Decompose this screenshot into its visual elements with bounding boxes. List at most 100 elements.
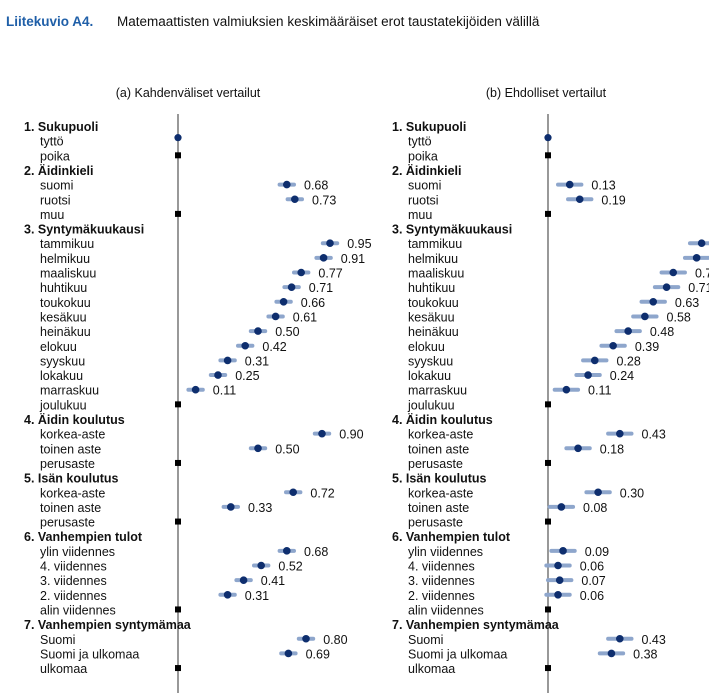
level-label: 2. viidennes bbox=[40, 589, 107, 603]
group-label: 6. Vanhempien tulot bbox=[392, 530, 511, 544]
data-label: 0.42 bbox=[262, 340, 286, 354]
figure-title: Matemaattisten valmiuksien keskimääräise… bbox=[117, 14, 540, 29]
group-label: 4. Äidin koulutus bbox=[24, 412, 125, 427]
data-label: 0.07 bbox=[581, 574, 605, 588]
data-label: 0.77 bbox=[318, 267, 342, 281]
level-label: huhtikuu bbox=[408, 281, 455, 295]
data-point bbox=[318, 429, 326, 438]
level-label: ruotsi bbox=[40, 193, 71, 207]
level-label: perusaste bbox=[40, 516, 95, 530]
reference-marker bbox=[545, 665, 551, 672]
data-label: 0.68 bbox=[304, 179, 328, 193]
data-point bbox=[669, 268, 678, 277]
data-label: 0.30 bbox=[620, 486, 644, 500]
data-point bbox=[607, 649, 616, 658]
data-point bbox=[257, 561, 266, 570]
reference-marker bbox=[545, 606, 551, 613]
data-point bbox=[649, 298, 658, 306]
data-point bbox=[555, 576, 564, 584]
level-label: Suomi ja ulkomaa bbox=[40, 647, 139, 661]
level-label: korkea-aste bbox=[40, 428, 105, 442]
data-label: 0.43 bbox=[642, 428, 666, 442]
group-label: 2. Äidinkieli bbox=[24, 163, 93, 178]
level-label: toinen aste bbox=[408, 501, 469, 515]
data-point bbox=[562, 385, 571, 394]
level-label: syyskuu bbox=[40, 354, 85, 368]
data-label: 0.68 bbox=[304, 545, 328, 559]
data-point bbox=[624, 327, 632, 335]
data-label: 0.50 bbox=[275, 442, 299, 456]
data-label: 0.25 bbox=[235, 369, 259, 383]
data-label: 0.66 bbox=[301, 296, 325, 310]
data-label: 0.13 bbox=[591, 179, 615, 193]
level-label: toukokuu bbox=[40, 296, 91, 310]
reference-marker bbox=[175, 518, 181, 525]
panels: (a) Kahdenväliset vertailut 1. Sukupuoli t… bbox=[24, 86, 709, 693]
level-label: perusaste bbox=[408, 516, 463, 530]
level-label: perusaste bbox=[40, 457, 95, 471]
data-point bbox=[584, 371, 592, 379]
level-label: ylin viidennes bbox=[40, 545, 115, 559]
level-label: huhtikuu bbox=[40, 281, 87, 295]
level-label: joulukuu bbox=[407, 398, 455, 412]
level-label: marraskuu bbox=[408, 384, 467, 398]
level-label: 3. viidennes bbox=[408, 574, 475, 588]
reference-marker bbox=[545, 459, 551, 466]
level-label: maaliskuu bbox=[408, 267, 464, 281]
data-label: 0.09 bbox=[585, 545, 609, 559]
panel-b: (b) Ehdolliset vertailut 1. Sukupuolitytt… bbox=[392, 86, 709, 693]
data-label: 0.18 bbox=[600, 442, 624, 456]
data-point bbox=[227, 503, 235, 511]
data-label: 0.69 bbox=[306, 647, 330, 661]
data-point bbox=[641, 312, 649, 321]
level-label: alin viidennes bbox=[40, 603, 116, 617]
group-label: 1. Sukupuoli bbox=[24, 120, 98, 134]
group-label: 7. Vanhempien syntymämaa bbox=[392, 618, 560, 632]
level-label: maaliskuu bbox=[40, 267, 96, 281]
level-label: helmikuu bbox=[40, 252, 90, 266]
data-point bbox=[279, 298, 288, 306]
level-label: poika bbox=[408, 149, 438, 163]
reference-marker bbox=[175, 606, 181, 613]
group-label: 4. Äidin koulutus bbox=[392, 412, 493, 427]
group-label: 6. Vanhempien tulot bbox=[24, 530, 143, 544]
level-label: alin viidennes bbox=[408, 603, 484, 617]
level-label: kesäkuu bbox=[40, 310, 87, 324]
data-label: 0.58 bbox=[667, 310, 691, 324]
level-label: lokakuu bbox=[408, 369, 451, 383]
level-label: ulkomaa bbox=[40, 662, 87, 676]
level-label: muu bbox=[40, 208, 64, 222]
data-point bbox=[565, 180, 574, 189]
data-label: 0.08 bbox=[583, 501, 607, 515]
data-point bbox=[574, 444, 582, 453]
data-point bbox=[594, 488, 602, 497]
data-point bbox=[191, 385, 200, 394]
data-label: 0.38 bbox=[633, 647, 657, 661]
level-label: heinäkuu bbox=[408, 325, 459, 339]
group-label: 3. Syntymäkuukausi bbox=[24, 223, 144, 237]
data-point bbox=[559, 547, 567, 555]
group-label: 5. Isän koulutus bbox=[392, 472, 487, 486]
data-label: 0.31 bbox=[245, 354, 269, 368]
level-label: suomi bbox=[408, 179, 441, 193]
data-point bbox=[590, 356, 599, 365]
figure-label: Liitekuvio A4. bbox=[6, 14, 93, 29]
data-point bbox=[554, 561, 562, 570]
data-label: 0.06 bbox=[580, 560, 604, 574]
data-point bbox=[297, 268, 306, 277]
data-label: 0.48 bbox=[650, 325, 674, 339]
data-label: 0.33 bbox=[248, 501, 272, 515]
panel-title: (a) Kahdenväliset vertailut bbox=[116, 86, 261, 100]
data-point bbox=[692, 254, 701, 262]
level-label: toinen aste bbox=[40, 442, 101, 456]
data-point bbox=[241, 341, 249, 350]
data-label: 0.52 bbox=[278, 560, 302, 574]
group-label: 1. Sukupuoli bbox=[392, 120, 466, 134]
data-point bbox=[283, 180, 291, 189]
data-point bbox=[616, 429, 624, 438]
data-label: 0.90 bbox=[339, 428, 363, 442]
reference-marker bbox=[545, 152, 551, 159]
level-label: korkea-aste bbox=[408, 486, 473, 500]
data-point bbox=[223, 591, 232, 599]
level-label: korkea-aste bbox=[408, 428, 473, 442]
